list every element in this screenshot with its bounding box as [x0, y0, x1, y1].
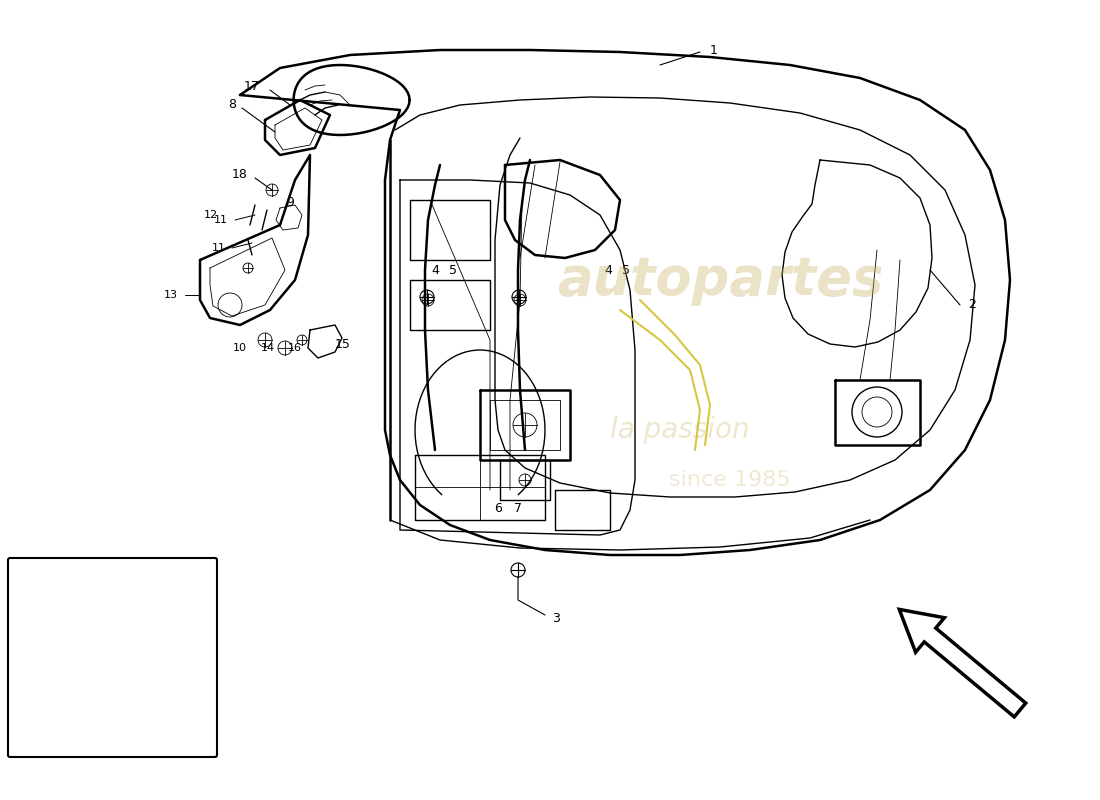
Text: 1: 1 [710, 43, 718, 57]
Text: 19: 19 [140, 563, 156, 577]
Text: 9: 9 [286, 195, 294, 209]
Text: la passion: la passion [610, 416, 750, 444]
Text: 4: 4 [431, 263, 439, 277]
Text: 13: 13 [164, 290, 178, 300]
Text: 18: 18 [232, 167, 248, 181]
Text: 5: 5 [449, 263, 456, 277]
FancyBboxPatch shape [8, 558, 217, 757]
Text: 14: 14 [261, 343, 275, 353]
Text: 10: 10 [233, 343, 248, 353]
Text: 17: 17 [244, 79, 260, 93]
Text: 11: 11 [212, 243, 226, 253]
Text: 6: 6 [494, 502, 502, 514]
Text: 16: 16 [288, 343, 302, 353]
Text: 15: 15 [336, 338, 351, 351]
Text: 7: 7 [514, 502, 522, 514]
Text: 3: 3 [552, 611, 560, 625]
Text: 8: 8 [228, 98, 236, 110]
Text: 12: 12 [204, 210, 218, 220]
FancyArrow shape [900, 610, 1026, 717]
Text: 2: 2 [968, 298, 976, 311]
Text: 5: 5 [621, 263, 630, 277]
Text: autopartes: autopartes [557, 254, 883, 306]
Text: 19: 19 [140, 558, 156, 571]
Text: 4: 4 [604, 263, 612, 277]
Text: 11: 11 [214, 215, 228, 225]
Text: since 1985: since 1985 [669, 470, 791, 490]
